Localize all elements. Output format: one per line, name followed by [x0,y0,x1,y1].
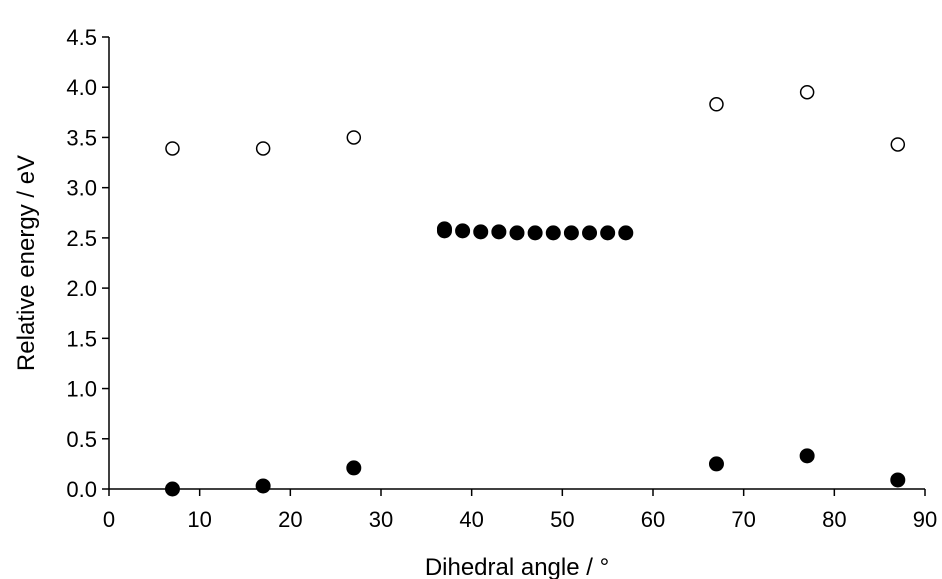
x-axis-title: Dihedral angle / ° [425,554,609,579]
y-tick-label: 1.0 [66,377,97,402]
filled-data-point [600,225,616,241]
x-tick-label: 80 [822,507,846,532]
filled-data-point [164,481,180,497]
axes [102,36,926,496]
filled-data-point [890,472,906,488]
x-tick-label: 20 [278,507,302,532]
x-tick-label: 30 [369,507,393,532]
filled-data-point [455,223,471,239]
open-data-point [255,141,271,156]
filled-data-point [473,224,489,240]
y-tick-label: 2.5 [66,226,97,251]
filled-data-point [582,225,598,241]
x-tick-label: 10 [187,507,211,532]
x-tick-label: 40 [459,507,483,532]
x-tick-label: 0 [103,507,115,532]
data-points [164,84,906,497]
y-tick-label: 4.5 [66,25,97,50]
filled-data-point [799,448,815,464]
y-tick-label: 0.0 [66,477,97,502]
filled-data-point [255,478,271,494]
y-tick-label: 2.0 [66,276,97,301]
filled-data-point [509,225,525,241]
open-data-point [799,84,815,100]
open-data-point [709,97,724,112]
y-tick-label: 0.5 [66,427,97,452]
y-tick-label: 3.0 [66,176,97,201]
open-data-point [890,137,906,152]
y-tick-label: 3.5 [66,125,97,150]
filled-data-point [527,225,543,241]
filled-data-point [563,225,579,241]
open-data-point [346,130,362,145]
filled-data-point [618,225,634,241]
x-tick-label: 90 [913,507,937,532]
x-tick-label: 50 [550,507,574,532]
y-tick-label: 1.5 [66,326,97,351]
x-tick-label: 60 [641,507,665,532]
open-data-point [165,141,180,156]
y-axis-title: Relative energy / eV [13,155,40,371]
filled-data-point [346,460,362,476]
y-tick-label: 4.0 [66,75,97,100]
filled-data-point [436,223,452,239]
filled-data-point [708,456,724,472]
filled-data-point [545,225,561,241]
tick-labels: 0.0 0.5 1.0 1.5 2.0 2.5 3.0 3.5 4.0 4.5 0 10 20 30 40 5… [66,25,937,532]
x-tick-label: 70 [731,507,755,532]
filled-data-point [491,224,507,240]
